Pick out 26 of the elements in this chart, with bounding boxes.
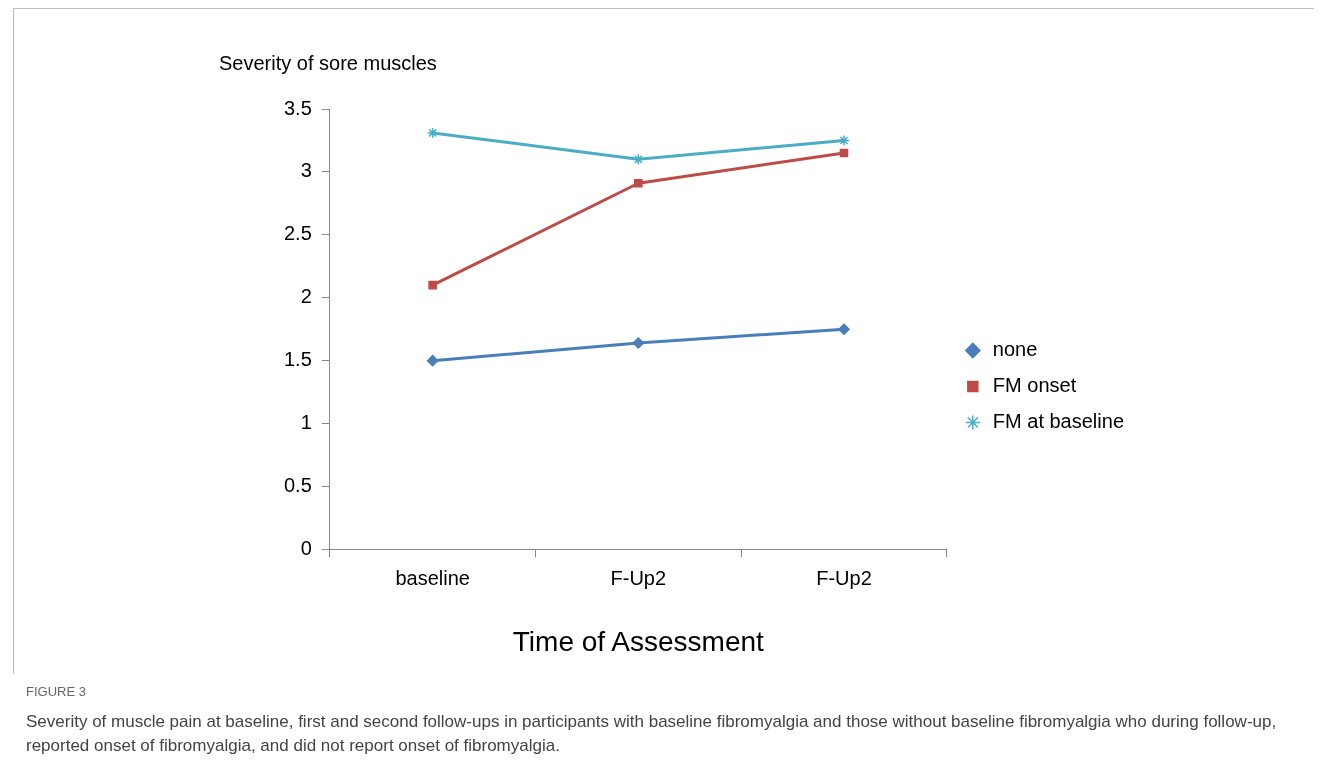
x-tick-label: F-Up2	[816, 566, 872, 589]
point	[426, 354, 439, 367]
legend-label: FM onset	[992, 374, 1077, 397]
y-tick-label: 1	[300, 411, 312, 434]
x-tick-label: baseline	[395, 566, 470, 589]
y-tick-label: 0	[300, 536, 312, 559]
point	[428, 280, 437, 290]
y-tick-label: 2	[300, 285, 312, 308]
y-tick-label: 2.5	[283, 222, 312, 245]
y-tick-label: 3.5	[283, 96, 312, 119]
point	[632, 337, 645, 349]
y-tick-label: 1.5	[283, 348, 312, 371]
text: Severity of muscle pain at baseline, first and second follow-ups in participants with baseline fibromyalgia and those without baseline fibromyalgia who during follow-up, reported onset of fibromyalgia, and did not report onset of fibromyalgia.	[26, 711, 1278, 757]
point	[838, 323, 850, 335]
point	[839, 148, 849, 158]
caption: FIGURE 3	[26, 683, 87, 701]
point	[634, 178, 643, 188]
y-axis-title: Severity of sore muscles	[219, 51, 437, 74]
legend-label: FM at baseline	[992, 410, 1124, 433]
point	[426, 127, 439, 139]
legend-label: none	[992, 338, 1038, 361]
y-tick-label: 3	[300, 159, 312, 182]
x-axis-title: Time of Assessment	[512, 625, 765, 657]
y-tick-label: 0.5	[283, 474, 312, 496]
point	[838, 134, 850, 147]
x-tick-label: F-Up2	[610, 566, 667, 589]
